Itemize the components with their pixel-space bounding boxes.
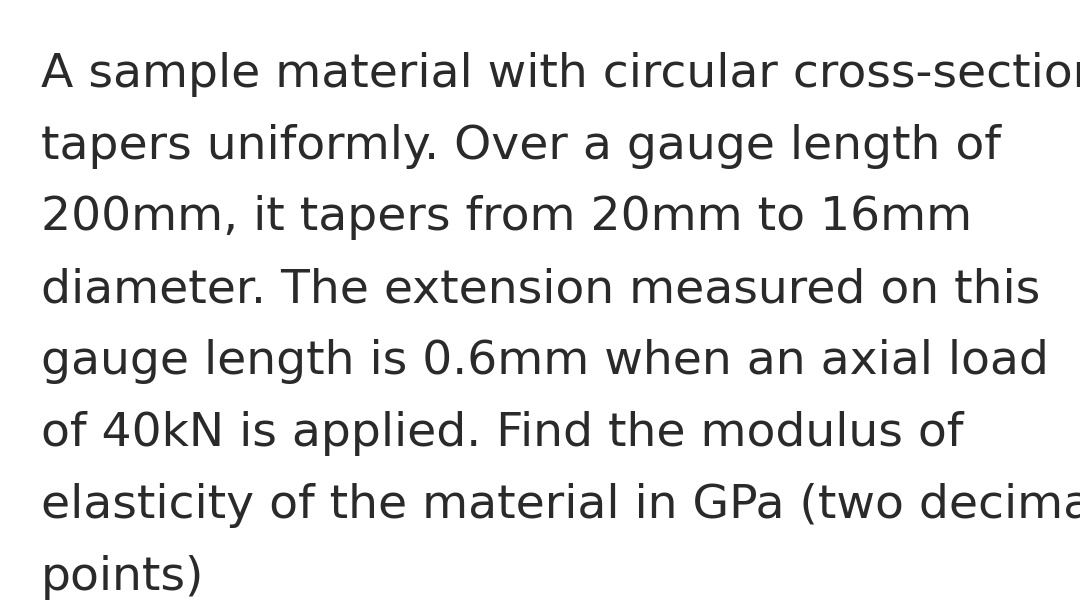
Text: tapers uniformly. Over a gauge length of: tapers uniformly. Over a gauge length of bbox=[41, 124, 1001, 169]
Text: points): points) bbox=[41, 555, 204, 600]
Text: 200mm, it tapers from 20mm to 16mm: 200mm, it tapers from 20mm to 16mm bbox=[41, 195, 972, 241]
Text: of 40kN is applied. Find the modulus of: of 40kN is applied. Find the modulus of bbox=[41, 411, 963, 456]
Text: A sample material with circular cross-section: A sample material with circular cross-se… bbox=[41, 52, 1080, 97]
Text: gauge length is 0.6mm when an axial load: gauge length is 0.6mm when an axial load bbox=[41, 339, 1049, 384]
Text: diameter. The extension measured on this: diameter. The extension measured on this bbox=[41, 267, 1040, 312]
Text: elasticity of the material in GPa (two decimal: elasticity of the material in GPa (two d… bbox=[41, 483, 1080, 528]
